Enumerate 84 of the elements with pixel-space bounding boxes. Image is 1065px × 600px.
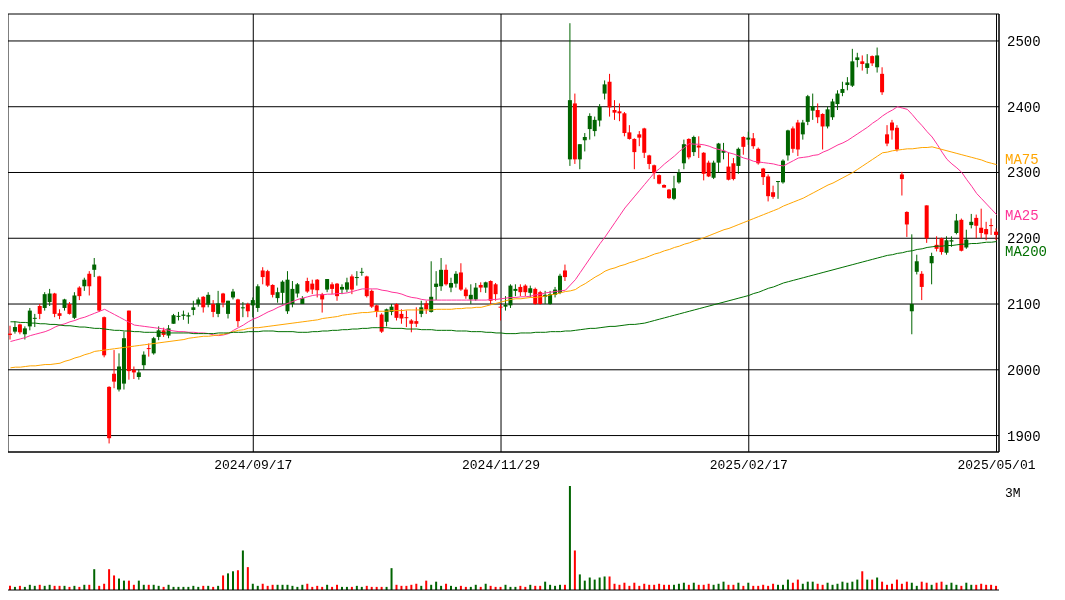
bar	[578, 574, 581, 590]
candlestick	[885, 124, 890, 147]
candlestick	[354, 270, 359, 287]
x-tick-label: 2025/05/01	[957, 458, 1036, 474]
candlestick	[92, 257, 97, 278]
candlestick	[602, 79, 607, 100]
candlestick	[434, 270, 439, 301]
candlestick	[562, 264, 567, 282]
candlestick	[736, 147, 741, 175]
candlestick	[820, 112, 825, 150]
series-label: MA25	[1005, 207, 1039, 224]
candlestick	[919, 270, 924, 301]
bar	[93, 569, 96, 590]
candlestick	[979, 208, 984, 239]
bar	[222, 575, 225, 590]
candlestick	[349, 273, 354, 295]
candlestick	[622, 111, 627, 137]
bar	[113, 575, 116, 590]
candlestick	[632, 137, 637, 170]
text: 3M	[1005, 486, 1021, 501]
x-tick-label: 2025/02/17	[709, 458, 788, 474]
candlestick	[444, 264, 449, 287]
candlestick	[72, 291, 77, 320]
candlestick	[330, 281, 335, 295]
candlestick	[112, 349, 117, 389]
bar	[231, 571, 234, 590]
candlestick	[458, 262, 463, 292]
candlestick	[894, 124, 899, 152]
candlestick	[865, 53, 870, 75]
bar	[241, 550, 244, 590]
bar	[603, 576, 606, 590]
candlestick	[880, 66, 885, 96]
candlestick	[577, 143, 582, 170]
candlestick	[989, 218, 994, 236]
candlestick	[255, 283, 260, 313]
candlestick	[463, 287, 468, 300]
bar	[227, 573, 230, 590]
candlestick	[582, 132, 587, 152]
y-tick-label: 2300	[1007, 165, 1041, 182]
candlestick	[240, 301, 245, 318]
candlestick	[711, 160, 716, 180]
bar	[108, 569, 111, 590]
candlestick	[780, 158, 785, 185]
candlestick	[22, 325, 27, 341]
candlestick	[875, 47, 880, 74]
candlestick	[726, 152, 731, 181]
candlestick	[994, 227, 999, 241]
bar	[568, 486, 571, 590]
line-series	[9, 146, 998, 369]
candlestick	[914, 254, 919, 275]
candlestick	[929, 252, 934, 285]
bar	[861, 571, 864, 590]
x-tick-label: 2024/09/17	[214, 458, 293, 474]
candlestick	[597, 103, 602, 127]
bar	[608, 576, 611, 590]
candlestick	[696, 135, 701, 159]
y-tick-label: 2500	[1007, 33, 1041, 50]
series-label: MA200	[1005, 244, 1048, 261]
candlestick	[216, 290, 221, 318]
candlestick	[954, 213, 959, 235]
y-tick-label: 2100	[1007, 297, 1041, 313]
candlestick	[741, 135, 746, 156]
bar	[246, 567, 249, 590]
candlestick	[612, 99, 617, 121]
candlestick	[141, 350, 146, 371]
y-tick-label: 2000	[1007, 362, 1041, 379]
candlestick	[681, 139, 686, 170]
bar	[390, 568, 393, 590]
bar	[573, 550, 576, 590]
y-tick-label: 1900	[1007, 428, 1041, 445]
candlestick	[671, 175, 676, 201]
candlestick	[974, 214, 979, 239]
candlestick	[146, 342, 151, 358]
candlestick	[235, 298, 240, 328]
x-tick-label: 2024/11/29	[462, 458, 541, 474]
y-tick-label: 2400	[1007, 99, 1041, 116]
line-series	[9, 106, 998, 343]
candlestick	[498, 303, 503, 321]
candlestick	[899, 171, 904, 197]
candlestick	[904, 210, 909, 238]
candlestick	[87, 270, 92, 296]
bar	[236, 570, 239, 590]
candlestick	[810, 93, 815, 121]
candlestick	[800, 119, 805, 141]
